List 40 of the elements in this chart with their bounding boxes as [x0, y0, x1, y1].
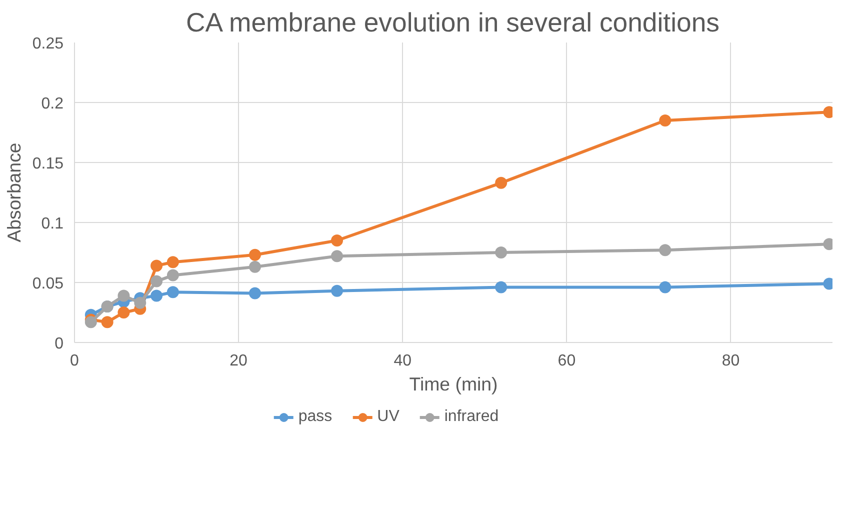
x-tick-label: 40 [394, 352, 412, 370]
x-tick-label: 80 [722, 352, 740, 370]
point [659, 281, 672, 294]
y-tick-label: 0.1 [41, 216, 64, 232]
point [118, 290, 130, 302]
legend-label: infrared [444, 408, 499, 426]
x-tick-label: 60 [558, 352, 576, 370]
point [166, 269, 179, 282]
y-tick-label: 0.15 [32, 156, 64, 172]
point [248, 248, 261, 261]
point [101, 316, 114, 328]
x-tick-label: 0 [70, 352, 80, 370]
point [495, 281, 508, 294]
point [495, 246, 508, 258]
point [248, 287, 261, 300]
point [495, 176, 508, 189]
legend-label: pass [298, 408, 332, 426]
point [150, 290, 163, 302]
point [331, 250, 344, 262]
x-tick-label: 20 [230, 352, 248, 370]
y-tick-label: 0.25 [32, 36, 64, 52]
point [150, 260, 163, 272]
chart-title: CA membrane evolution in several conditions [186, 8, 720, 38]
point [134, 296, 146, 309]
point [166, 256, 179, 268]
point [659, 114, 672, 126]
y-tick-label: 0.05 [32, 276, 64, 292]
point [659, 244, 672, 256]
point [150, 275, 163, 288]
point [331, 284, 344, 297]
point [331, 234, 344, 246]
x-axis-title: Time (min) [409, 374, 498, 394]
y-tick-label: 0.2 [41, 96, 64, 112]
point [84, 316, 97, 328]
point [166, 286, 179, 298]
y-axis-title: Absorbance [3, 142, 24, 242]
point [248, 260, 261, 273]
y-tick-label: 0 [54, 336, 64, 352]
point [118, 306, 130, 318]
legend-label: UV [377, 408, 400, 426]
